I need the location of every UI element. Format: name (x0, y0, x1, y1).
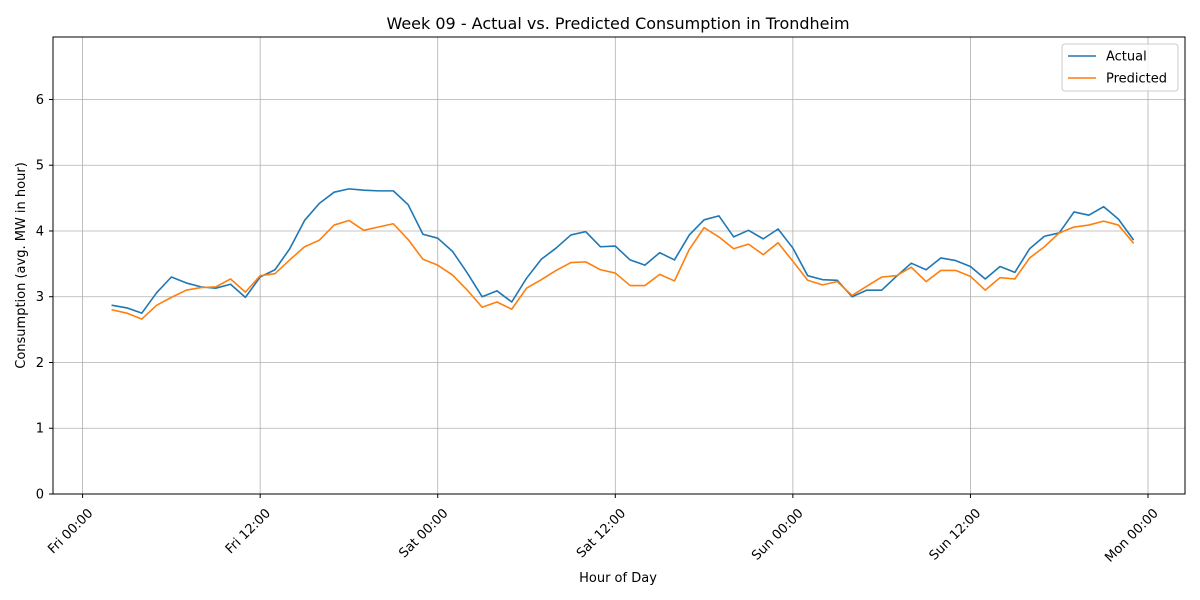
y-tick-label: 0 (36, 488, 44, 503)
y-tick-label: 6 (36, 93, 44, 108)
legend: Actual Predicted (1061, 43, 1179, 92)
legend-label-predicted: Predicted (1106, 72, 1167, 87)
grid-lines (53, 37, 1185, 495)
chart-title: Week 09 - Actual vs. Predicted Consumpti… (386, 14, 849, 33)
y-tick-label: 5 (36, 159, 44, 174)
series-lines (111, 188, 1135, 320)
y-tick-label: 1 (36, 422, 44, 437)
plot-frame (52, 36, 1186, 495)
x-axis-label: Hour of Day (579, 571, 657, 586)
y-axis-label: Consumption (avg. MW in hour) (14, 162, 29, 369)
series-line-actual (111, 188, 1135, 314)
y-tick-label: 3 (36, 290, 44, 305)
y-tick-label: 2 (36, 356, 44, 371)
series-line-predicted (111, 219, 1135, 320)
y-tick-label: 4 (36, 224, 44, 239)
legend-label-actual: Actual (1106, 50, 1147, 65)
